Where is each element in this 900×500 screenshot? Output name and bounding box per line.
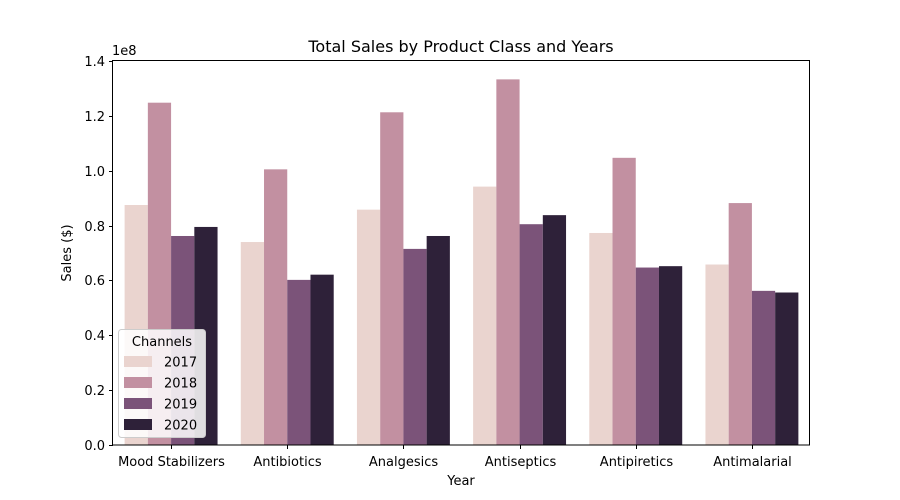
y-tick-label: 0.6	[84, 274, 105, 289]
y-tick-label: 1.2	[84, 110, 105, 125]
bar	[519, 224, 543, 445]
bar	[635, 267, 659, 445]
x-axis-label: Year	[446, 474, 475, 489]
bar	[240, 242, 265, 445]
y-tick-label: 0.4	[84, 329, 105, 344]
bar	[542, 215, 567, 445]
y-tick-label: 1.4	[84, 55, 105, 70]
bar	[589, 232, 613, 445]
bar	[751, 290, 776, 445]
legend-swatch	[124, 398, 152, 409]
x-tick-label: Antimalarial	[713, 455, 792, 470]
bar	[775, 292, 799, 445]
bar	[658, 266, 683, 445]
legend-label: 2018	[164, 377, 197, 392]
x-tick-label: Mood Stabilizers	[118, 455, 225, 470]
y-tick-label: 0.8	[84, 220, 105, 235]
legend-title: Channels	[132, 335, 192, 350]
legend-swatch	[124, 419, 152, 430]
legend-label: 2020	[164, 419, 197, 434]
y-axis: 0.0 0.2 0.4 0.6 0.8 1.0 1.2 1.4	[84, 55, 113, 454]
legend-swatch	[124, 377, 152, 388]
bar	[403, 248, 427, 445]
axes-frame	[112, 60, 810, 446]
x-tick-label: Antibiotics	[253, 455, 322, 470]
legend-entries: 2017 2018 2019 2020	[124, 356, 197, 434]
x-tick-label: Antipiretics	[600, 455, 674, 470]
bar	[356, 209, 381, 445]
bar	[705, 264, 729, 445]
bar	[496, 79, 520, 445]
x-axis: Mood Stabilizers Antibiotics Analgesics Ant…	[118, 445, 792, 470]
legend-label: 2017	[164, 356, 197, 371]
legend-label: 2019	[164, 398, 197, 413]
bar	[380, 112, 404, 445]
bar	[473, 186, 497, 445]
y-tick-label: 0.2	[84, 384, 105, 399]
x-tick-label: Antiseptics	[485, 455, 557, 470]
bar	[728, 203, 752, 445]
bar	[287, 279, 311, 445]
bars-layer	[124, 79, 799, 445]
y-axis-label: Sales ($)	[60, 224, 75, 281]
chart-title: Total Sales by Product Class and Years	[307, 37, 613, 56]
bar	[264, 169, 288, 445]
legend: Channels 2017 2018 2019 2020	[118, 329, 206, 438]
bar	[612, 157, 636, 445]
bar	[426, 235, 450, 445]
y-tick-label: 0.0	[84, 439, 105, 454]
x-tick-label: Analgesics	[369, 455, 438, 470]
bar	[310, 274, 334, 445]
y-tick-label: 1.0	[84, 165, 105, 180]
y-scale-label: 1e8	[112, 44, 137, 59]
legend-swatch	[124, 356, 152, 367]
